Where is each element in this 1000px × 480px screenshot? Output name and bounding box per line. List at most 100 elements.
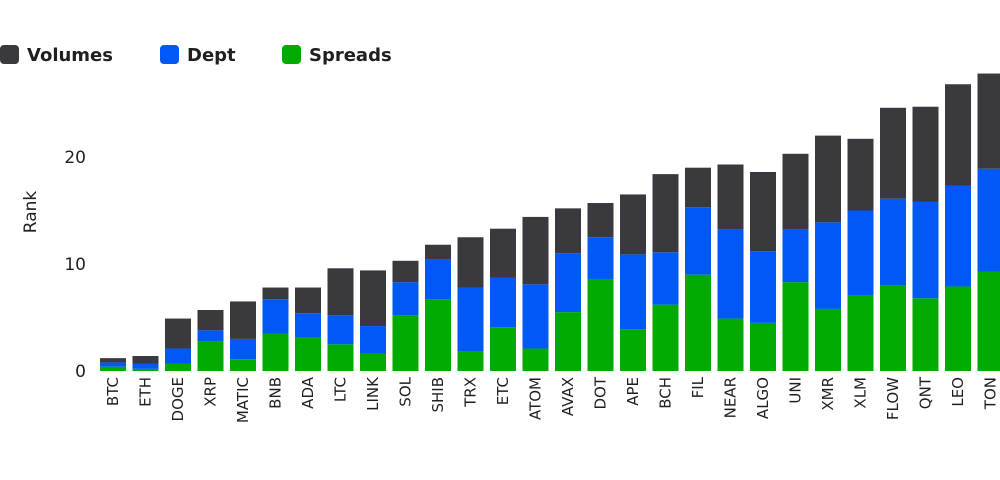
bar-bnb-dept xyxy=(262,299,289,334)
bar-qnt-volumes xyxy=(912,106,939,202)
bar-link-spreads xyxy=(360,353,386,371)
bar-qnt-spreads xyxy=(912,298,939,371)
bar-xmr-spreads xyxy=(815,308,841,371)
bar-xmr-volumes xyxy=(815,135,841,223)
y-tick-label-0: 0 xyxy=(75,362,86,382)
bar-atom-spreads xyxy=(522,348,549,371)
bar-ada-dept xyxy=(295,313,321,338)
x-tick-label-xmr: XMR xyxy=(819,377,837,411)
x-tick-label-sol: SOL xyxy=(397,376,415,406)
bar-trx-dept xyxy=(457,287,484,352)
bar-link-volumes xyxy=(360,270,386,327)
bar-near-volumes xyxy=(717,164,744,230)
bar-matic-volumes xyxy=(230,301,256,339)
x-tick-label-flow: FLOW xyxy=(884,377,902,420)
bar-shib-dept xyxy=(425,259,451,300)
bar-flow-dept xyxy=(880,198,906,286)
x-tick-label-atom: ATOM xyxy=(527,377,545,420)
bar-ape-volumes xyxy=(620,194,646,255)
bar-xmr-dept xyxy=(815,222,841,309)
x-tick-label-ton: TON xyxy=(982,377,1000,410)
bar-etc-spreads xyxy=(490,327,516,371)
bar-btc-spreads xyxy=(100,366,126,371)
legend-swatch-volumes xyxy=(0,45,19,64)
legend-label-dept: Dept xyxy=(187,45,236,66)
bar-qnt-dept xyxy=(912,201,939,299)
legend-label-spreads: Spreads xyxy=(309,45,392,66)
x-tick-label-etc: ETC xyxy=(494,377,512,405)
bars xyxy=(100,73,1000,371)
bar-ton-volumes xyxy=(977,73,1000,169)
bar-matic-spreads xyxy=(230,359,256,371)
bar-avax-spreads xyxy=(555,312,581,371)
x-tick-label-xrp: XRP xyxy=(202,377,220,407)
bar-doge-volumes xyxy=(165,318,191,349)
bar-leo-spreads xyxy=(945,286,971,371)
bar-bch-dept xyxy=(652,252,679,305)
bar-algo-volumes xyxy=(750,171,776,252)
legend-swatch-spreads xyxy=(282,45,301,64)
bar-algo-dept xyxy=(750,251,776,323)
y-axis: Rank 0 10 20 xyxy=(21,148,86,382)
bar-sol-volumes xyxy=(392,260,419,283)
x-tick-label-ape: APE xyxy=(624,377,642,406)
x-tick-label-avax: AVAX xyxy=(559,377,577,416)
bar-ltc-dept xyxy=(327,315,354,345)
bar-btc-volumes xyxy=(100,358,126,363)
bar-ton-spreads xyxy=(977,271,1000,371)
x-tick-label-algo: ALGO xyxy=(754,377,772,419)
bar-link-dept xyxy=(360,326,386,354)
bar-atom-dept xyxy=(522,284,549,349)
bar-leo-volumes xyxy=(945,84,971,186)
bar-avax-volumes xyxy=(555,208,581,254)
bar-near-spreads xyxy=(717,318,744,371)
x-tick-label-btc: BTC xyxy=(104,377,122,406)
legend: Volumes Dept Spreads xyxy=(0,45,392,66)
x-tick-label-shib: SHIB xyxy=(429,377,447,413)
bar-fil-volumes xyxy=(685,167,711,208)
bar-atom-volumes xyxy=(522,216,549,285)
bar-leo-dept xyxy=(945,185,971,287)
bar-trx-volumes xyxy=(457,237,484,288)
bar-ada-volumes xyxy=(295,287,321,314)
x-tick-label-near: NEAR xyxy=(722,377,740,418)
x-tick-label-dot: DOT xyxy=(592,376,610,409)
bar-bnb-spreads xyxy=(262,333,289,371)
bar-uni-dept xyxy=(782,229,809,283)
bar-xrp-volumes xyxy=(197,310,224,331)
bar-dot-dept xyxy=(587,237,614,279)
y-tick-label-10: 10 xyxy=(64,255,86,275)
x-tick-label-fil: FIL xyxy=(689,376,707,398)
bar-dot-spreads xyxy=(587,278,614,371)
bar-eth-volumes xyxy=(132,356,159,364)
bar-ltc-volumes xyxy=(327,268,354,316)
legend-label-volumes: Volumes xyxy=(27,45,113,66)
bar-xlm-volumes xyxy=(847,138,874,211)
x-tick-label-leo: LEO xyxy=(949,377,967,407)
x-tick-label-bnb: BNB xyxy=(267,377,285,409)
bar-uni-volumes xyxy=(782,153,809,230)
bar-avax-dept xyxy=(555,253,581,313)
bar-ada-spreads xyxy=(295,337,321,371)
y-tick-label-20: 20 xyxy=(64,148,86,168)
bar-uni-spreads xyxy=(782,282,809,371)
bar-ltc-spreads xyxy=(327,344,354,371)
bar-flow-volumes xyxy=(880,107,906,199)
bar-fil-spreads xyxy=(685,274,711,371)
x-tick-label-bch: BCH xyxy=(657,377,675,409)
bar-algo-spreads xyxy=(750,322,776,371)
x-tick-label-trx: TRX xyxy=(462,377,480,408)
legend-swatch-dept xyxy=(160,45,179,64)
bar-xlm-spreads xyxy=(847,295,874,371)
bar-bch-volumes xyxy=(652,174,679,253)
bar-doge-dept xyxy=(165,348,191,364)
bar-bnb-volumes xyxy=(262,287,289,300)
bar-xrp-dept xyxy=(197,330,224,342)
bar-ton-dept xyxy=(977,168,1000,272)
x-tick-label-xlm: XLM xyxy=(852,377,870,409)
bar-xlm-dept xyxy=(847,210,874,296)
bar-eth-dept xyxy=(132,363,159,369)
bar-ape-dept xyxy=(620,254,646,330)
bar-matic-dept xyxy=(230,338,256,360)
